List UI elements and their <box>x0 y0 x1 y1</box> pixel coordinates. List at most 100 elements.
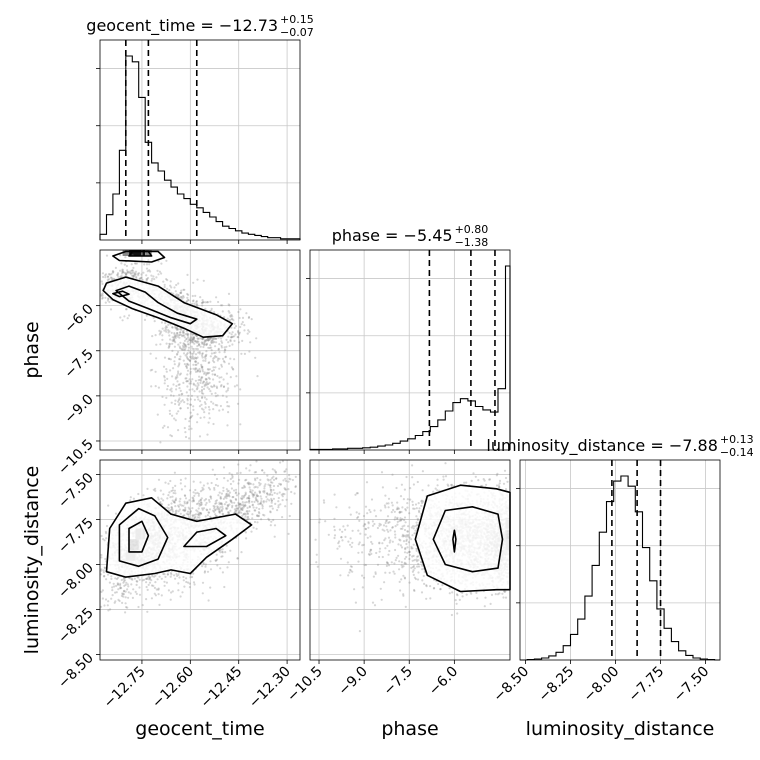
sample-point <box>258 481 261 484</box>
sample-point <box>124 602 127 605</box>
sample-point <box>200 365 203 368</box>
sample-point <box>268 499 271 502</box>
sample-point <box>112 582 115 585</box>
sample-point <box>205 343 208 346</box>
sample-point <box>190 357 194 360</box>
sample-point <box>207 599 210 602</box>
sample-point <box>165 368 168 371</box>
sample-point <box>210 385 213 388</box>
sample-point <box>225 544 228 547</box>
sample-point <box>409 498 412 501</box>
sample-point <box>222 497 225 500</box>
sample-point <box>194 492 197 495</box>
sample-point <box>284 479 288 483</box>
sample-point <box>201 508 204 511</box>
sample-point <box>398 580 401 584</box>
sample-point <box>177 403 180 406</box>
sample-point <box>207 338 210 342</box>
sample-point <box>233 326 236 330</box>
sample-point <box>193 398 196 401</box>
sample-point <box>108 272 111 276</box>
sample-point <box>177 582 180 585</box>
sample-point <box>186 385 189 388</box>
sample-point <box>268 484 272 487</box>
sample-point <box>146 588 149 592</box>
sample-point <box>183 401 186 404</box>
sample-point <box>217 494 220 497</box>
sample-point <box>228 495 231 498</box>
sample-point <box>197 502 200 505</box>
sample-point <box>102 571 105 574</box>
sample-point <box>191 515 194 518</box>
sample-point <box>173 332 176 335</box>
sample-point <box>184 485 187 488</box>
sample-point <box>239 507 242 511</box>
sample-point <box>100 569 103 572</box>
sample-point <box>160 577 163 580</box>
sample-point <box>198 367 201 371</box>
sample-point <box>219 548 222 551</box>
sample-point <box>186 296 189 299</box>
sample-point <box>231 331 234 334</box>
sample-point <box>148 578 151 581</box>
sample-point <box>206 433 209 436</box>
sample-point <box>145 598 148 601</box>
sample-point <box>422 574 425 578</box>
sample-point <box>239 497 243 500</box>
sample-point <box>223 503 226 506</box>
sample-point <box>168 412 172 415</box>
sample-point <box>378 547 382 550</box>
sample-point <box>488 478 492 481</box>
sample-point <box>212 378 215 381</box>
sample-point <box>204 563 207 566</box>
sample-point <box>151 575 154 578</box>
sample-point <box>380 471 384 474</box>
sample-point <box>179 341 182 344</box>
sample-point <box>381 528 384 531</box>
sample-point <box>370 498 374 501</box>
sample-point <box>191 507 194 510</box>
sample-point <box>125 606 128 609</box>
sample-point <box>237 331 240 334</box>
sample-point <box>173 345 176 348</box>
sample-point <box>218 376 221 379</box>
sample-point <box>206 383 209 386</box>
sample-point <box>229 336 232 339</box>
sample-point <box>218 501 221 504</box>
sample-point <box>181 399 184 402</box>
sample-point <box>140 273 143 276</box>
sample-point <box>206 338 210 341</box>
sample-point <box>220 344 223 347</box>
sample-point <box>206 386 209 389</box>
sample-point <box>191 500 194 503</box>
sample-point <box>225 501 228 504</box>
sample-point <box>233 508 236 511</box>
sample-point <box>274 470 277 473</box>
sample-point <box>198 405 201 408</box>
sample-point <box>261 505 264 508</box>
sample-point <box>147 574 150 577</box>
sample-point <box>208 408 211 411</box>
sample-point <box>198 370 202 373</box>
sample-point <box>202 380 205 383</box>
sample-point <box>148 269 151 272</box>
sample-point <box>260 518 263 521</box>
sample-point <box>229 376 232 379</box>
sample-point <box>207 511 211 514</box>
sample-point <box>225 345 228 348</box>
sample-point <box>408 550 411 554</box>
sample-point <box>115 591 118 594</box>
sample-point <box>214 500 217 503</box>
sample-point <box>463 481 466 484</box>
sample-point <box>205 350 208 353</box>
sample-point <box>192 338 195 341</box>
sample-point <box>245 510 248 513</box>
sample-point <box>263 491 266 494</box>
sample-point <box>182 334 185 337</box>
sample-point <box>149 270 152 273</box>
sample-point <box>189 367 192 370</box>
sample-point <box>243 486 247 489</box>
sample-point <box>223 361 226 364</box>
sample-point <box>178 336 181 339</box>
sample-point <box>167 507 170 510</box>
